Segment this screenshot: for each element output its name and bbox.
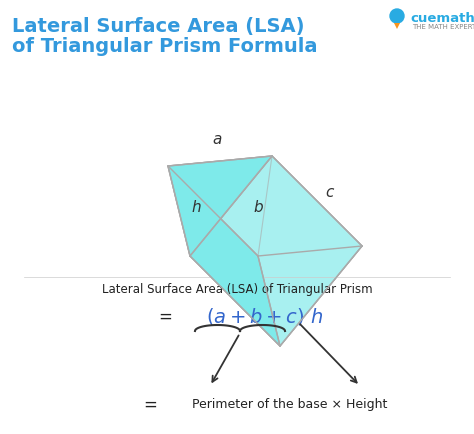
Text: cuemath: cuemath	[410, 12, 474, 25]
Text: c: c	[325, 184, 333, 200]
Polygon shape	[168, 167, 280, 346]
Polygon shape	[168, 157, 362, 256]
Text: =: =	[143, 395, 157, 413]
Polygon shape	[258, 247, 362, 346]
Circle shape	[390, 10, 404, 24]
Polygon shape	[190, 157, 362, 346]
Polygon shape	[168, 157, 272, 256]
Text: THE MATH EXPERT: THE MATH EXPERT	[412, 24, 474, 30]
Text: =: =	[158, 307, 172, 325]
Text: h: h	[191, 200, 201, 214]
Text: b: b	[253, 200, 263, 214]
Text: Perimeter of the base × Height: Perimeter of the base × Height	[192, 398, 388, 411]
Text: a: a	[212, 132, 221, 147]
Text: $(a + b + c)\ h$: $(a + b + c)\ h$	[206, 306, 324, 327]
Polygon shape	[394, 24, 400, 30]
Text: of Triangular Prism Formula: of Triangular Prism Formula	[12, 37, 318, 56]
Text: Lateral Surface Area (LSA) of Triangular Prism: Lateral Surface Area (LSA) of Triangular…	[102, 283, 372, 296]
Text: Lateral Surface Area (LSA): Lateral Surface Area (LSA)	[12, 17, 304, 36]
